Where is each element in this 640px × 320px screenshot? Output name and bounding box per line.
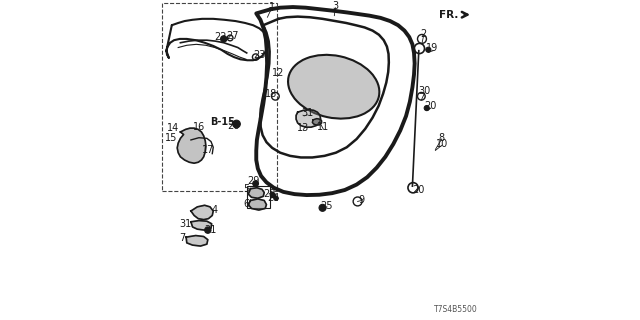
Text: 5: 5: [243, 184, 249, 194]
Text: 16: 16: [193, 122, 205, 132]
Circle shape: [424, 106, 429, 111]
Text: 18: 18: [266, 89, 278, 100]
Bar: [163, 3, 277, 191]
Circle shape: [426, 47, 431, 52]
Text: 20: 20: [412, 185, 424, 195]
Circle shape: [221, 36, 227, 42]
Text: 22: 22: [214, 32, 227, 42]
Text: 2: 2: [420, 29, 427, 39]
Text: 15: 15: [164, 133, 177, 143]
Text: 31: 31: [302, 108, 314, 118]
Polygon shape: [312, 119, 321, 125]
Polygon shape: [191, 220, 212, 230]
Polygon shape: [248, 199, 266, 210]
Ellipse shape: [288, 55, 380, 119]
Circle shape: [253, 181, 259, 187]
Text: B-15: B-15: [211, 117, 236, 127]
Text: 21: 21: [204, 225, 216, 235]
Text: 12: 12: [272, 68, 284, 78]
Text: 9: 9: [358, 195, 365, 204]
Circle shape: [274, 196, 278, 201]
Text: 19: 19: [426, 44, 438, 53]
Text: 11: 11: [317, 122, 330, 132]
Polygon shape: [191, 205, 213, 220]
Text: 3: 3: [332, 1, 339, 11]
Text: 17: 17: [202, 146, 214, 156]
Text: 27: 27: [226, 31, 239, 41]
Bar: [247, 186, 270, 208]
Text: 4: 4: [211, 205, 217, 215]
Circle shape: [319, 204, 326, 211]
Text: 7: 7: [179, 233, 186, 243]
Circle shape: [233, 120, 241, 128]
Text: FR.: FR.: [439, 10, 459, 20]
Polygon shape: [248, 188, 264, 198]
Text: 29: 29: [247, 176, 259, 186]
Text: T7S4B5500: T7S4B5500: [434, 305, 477, 314]
Text: 10: 10: [436, 139, 448, 149]
Circle shape: [270, 193, 275, 198]
Text: 8: 8: [438, 133, 445, 143]
Text: 30: 30: [419, 86, 431, 96]
Text: 26: 26: [227, 121, 239, 131]
Text: 20: 20: [425, 101, 437, 111]
Polygon shape: [177, 128, 206, 163]
Text: 28: 28: [264, 189, 276, 199]
Polygon shape: [186, 236, 208, 246]
Text: 25: 25: [320, 201, 333, 211]
Text: 24: 24: [268, 193, 280, 203]
Text: 13: 13: [298, 123, 310, 133]
Circle shape: [205, 227, 211, 233]
Text: 1: 1: [269, 2, 275, 12]
Text: 23: 23: [253, 51, 266, 60]
Text: 31: 31: [179, 219, 191, 229]
Text: 6: 6: [243, 199, 249, 209]
Text: 14: 14: [167, 123, 180, 133]
Polygon shape: [296, 110, 321, 127]
